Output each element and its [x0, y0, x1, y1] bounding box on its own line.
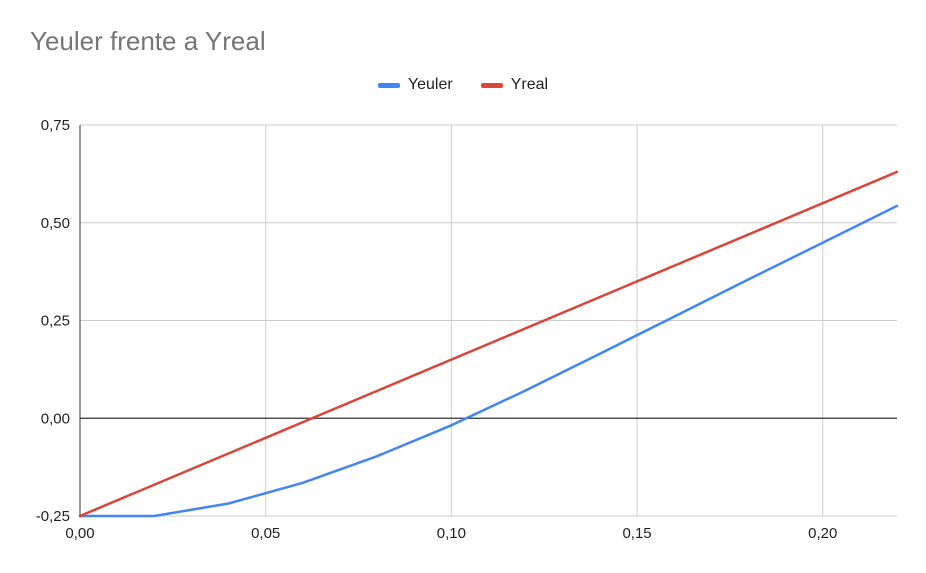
- legend-item-yeuler[interactable]: Yeuler: [377, 76, 453, 94]
- x-tick-label: 0,05: [251, 525, 280, 542]
- x-tick-label: 0,20: [808, 525, 837, 542]
- legend-swatch-yeuler: [377, 82, 400, 88]
- legend-item-yreal[interactable]: Yreal: [480, 76, 549, 94]
- x-tick-label: 0,00: [65, 525, 94, 542]
- x-tick-label: 0,15: [622, 525, 651, 542]
- y-tick-label: 0,50: [41, 215, 70, 232]
- legend-label-yeuler: Yeuler: [407, 76, 453, 93]
- y-tick-label: 0,00: [41, 410, 70, 427]
- y-tick-label: 0,25: [41, 313, 70, 330]
- series-line-yreal: [78, 170, 899, 518]
- y-tick-label: 0,75: [41, 117, 70, 134]
- legend-label-yreal: Yreal: [510, 76, 549, 93]
- legend: Yeuler Yreal: [0, 76, 926, 94]
- chart-title: Yeuler frente a Yreal: [30, 26, 266, 56]
- y-tick-label: -0,25: [36, 508, 70, 525]
- x-tick-label: 0,10: [437, 525, 466, 542]
- legend-swatch-yreal: [480, 82, 503, 88]
- series-line-yeuler: [78, 204, 899, 518]
